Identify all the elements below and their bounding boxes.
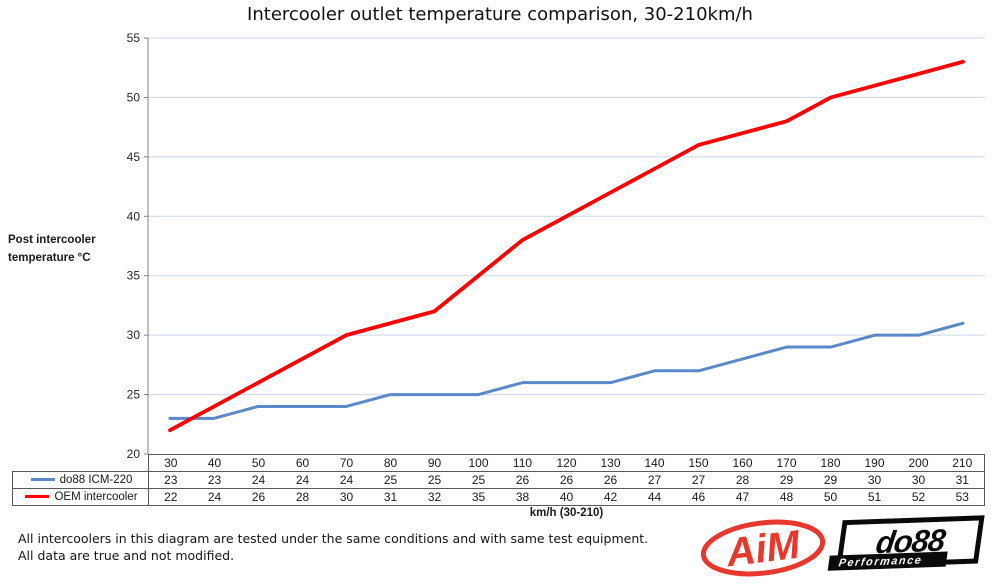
line-chart-plot: 20 25 30 35 40 45 50 55 — [127, 31, 985, 461]
y-tick-label: 55 — [127, 31, 141, 45]
table-cell: 31 — [368, 488, 413, 506]
table-cell: 25 — [456, 471, 501, 489]
table-cell: 24 — [280, 471, 325, 489]
table-cell: 26 — [236, 488, 281, 506]
x-tick-label: 140 — [632, 454, 677, 472]
table-cell: 46 — [676, 488, 721, 506]
table-cell: 24 — [324, 471, 369, 489]
table-cell: 26 — [544, 471, 589, 489]
table-cell: 29 — [808, 471, 853, 489]
table-cell: 26 — [588, 471, 633, 489]
legend-label: do88 ICM-220 — [59, 474, 133, 486]
table-cell: 32 — [412, 488, 457, 506]
y-tick-label: 50 — [127, 90, 141, 104]
table-cell: 29 — [764, 471, 809, 489]
x-tick-label: 190 — [852, 454, 897, 472]
x-tick-label: 210 — [940, 454, 985, 472]
y-tick-label: 30 — [127, 328, 141, 342]
chart-title: Intercooler outlet temperature compariso… — [247, 4, 753, 25]
x-tick-label: 200 — [896, 454, 941, 472]
table-cell: 24 — [192, 488, 237, 506]
table-cell: 22 — [148, 488, 193, 506]
x-tick-label: 110 — [500, 454, 545, 472]
x-tick-label: 170 — [764, 454, 809, 472]
table-cell: 47 — [720, 488, 765, 506]
y-tick-label: 25 — [127, 388, 141, 402]
y-tick-label: 40 — [127, 209, 141, 223]
x-axis-label: km/h (30-210) — [529, 507, 604, 519]
series-line-do88-icm-220 — [168, 321, 965, 420]
table-cell: 52 — [896, 488, 941, 506]
table-cell: 23 — [148, 471, 193, 489]
x-tick-label: 60 — [280, 454, 325, 472]
table-cell: 28 — [720, 471, 765, 489]
y-axis-label-line1: Post intercooler — [8, 234, 96, 246]
table-cell: 44 — [632, 488, 677, 506]
x-tick-label: 180 — [808, 454, 853, 472]
table-cell: 25 — [412, 471, 457, 489]
x-tick-label: 130 — [588, 454, 633, 472]
y-axis-label: Post intercooler temperature °C — [8, 231, 128, 267]
y-tick-label: 45 — [127, 150, 141, 164]
table-cell: 30 — [852, 471, 897, 489]
y-tick-label: 20 — [127, 447, 141, 461]
x-tick-label: 50 — [236, 454, 281, 472]
x-tick-label: 120 — [544, 454, 589, 472]
x-tick-label: 100 — [456, 454, 501, 472]
legend-cell-do88-icm-220: do88 ICM-220 — [12, 471, 149, 489]
legend-cell-oem-intercooler: OEM intercooler — [12, 488, 149, 506]
table-cell: 51 — [852, 488, 897, 506]
table-cell: 24 — [236, 471, 281, 489]
table-cell: 48 — [764, 488, 809, 506]
chart-data-table: 30 40 50 60 70 80 90 100 110 120 130 140 150 160 170 18… — [12, 454, 985, 506]
table-cell: 50 — [808, 488, 853, 506]
table-cell: 27 — [632, 471, 677, 489]
aim-logo: AiM — [700, 519, 826, 577]
table-cell: 28 — [280, 488, 325, 506]
table-cell: 42 — [588, 488, 633, 506]
footnote-line1: All intercoolers in this diagram are tes… — [18, 531, 649, 546]
do88-logo-tagline: Performance — [827, 551, 948, 571]
x-tick-label: 90 — [412, 454, 457, 472]
legend-label: OEM intercooler — [54, 491, 138, 503]
x-tick-label: 30 — [148, 454, 193, 472]
x-tick-label: 150 — [676, 454, 721, 472]
table-corner-blank — [13, 455, 149, 472]
legend-line-sample — [30, 478, 55, 482]
footnote: All intercoolers in this diagram are tes… — [18, 530, 648, 564]
x-tick-label: 160 — [720, 454, 765, 472]
table-cell: 35 — [456, 488, 501, 506]
table-cell: 30 — [896, 471, 941, 489]
table-cell: 30 — [324, 488, 369, 506]
table-cell: 40 — [544, 488, 589, 506]
table-cell: 31 — [940, 471, 985, 489]
table-cell: 53 — [940, 488, 985, 506]
y-tick-label: 35 — [127, 269, 141, 283]
series-line-oem-intercooler — [168, 59, 965, 433]
table-cell: 38 — [500, 488, 545, 506]
footnote-line2: All data are true and not modified. — [18, 548, 235, 563]
x-tick-label: 40 — [192, 454, 237, 472]
do88-logo: do88 Performance — [827, 515, 985, 571]
svg-text:AiM: AiM — [723, 522, 804, 575]
table-cell: 25 — [368, 471, 413, 489]
legend-line-sample — [25, 495, 50, 499]
y-axis-label-line2: temperature °C — [8, 252, 91, 264]
x-tick-label: 80 — [368, 454, 413, 472]
x-tick-label: 70 — [324, 454, 369, 472]
table-cell: 26 — [500, 471, 545, 489]
table-cell: 27 — [676, 471, 721, 489]
table-cell: 23 — [192, 471, 237, 489]
